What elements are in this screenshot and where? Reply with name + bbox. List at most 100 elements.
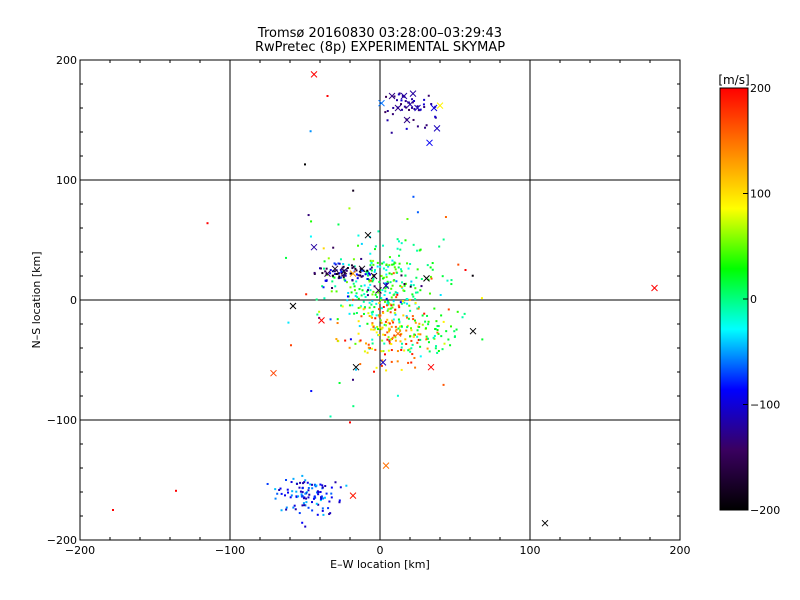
data-point xyxy=(419,338,422,341)
data-point xyxy=(379,288,382,291)
x-axis-label: E–W location [km] xyxy=(330,558,430,571)
colorbar-label: [m/s] xyxy=(718,73,749,87)
data-point xyxy=(412,243,415,246)
data-point xyxy=(416,307,419,310)
data-point xyxy=(301,474,304,477)
data-point xyxy=(385,273,388,276)
data-point xyxy=(299,490,302,493)
data-point xyxy=(317,503,320,506)
data-point xyxy=(481,338,484,341)
data-point xyxy=(412,118,415,121)
cross-marker xyxy=(379,359,387,366)
data-point xyxy=(358,288,361,291)
data-point xyxy=(382,312,385,315)
data-point xyxy=(359,267,362,270)
cross-marker xyxy=(414,104,421,112)
data-point xyxy=(298,486,301,489)
data-point xyxy=(370,261,373,264)
data-point xyxy=(405,315,408,318)
data-point xyxy=(334,263,337,266)
chart-title: Tromsø 20160830 03:28:00–03:29:43 xyxy=(257,26,503,41)
data-point xyxy=(383,300,386,303)
y-tick-label: 100 xyxy=(56,174,77,187)
data-point xyxy=(355,273,358,276)
data-point xyxy=(309,130,312,133)
data-point xyxy=(332,246,335,249)
data-point xyxy=(385,286,388,289)
data-point xyxy=(419,289,422,292)
data-point xyxy=(341,270,344,273)
data-point xyxy=(306,481,309,484)
cross-marker xyxy=(433,125,441,132)
data-point xyxy=(426,347,429,350)
data-point xyxy=(434,347,437,350)
data-point xyxy=(310,220,313,223)
data-point xyxy=(391,306,394,309)
data-point xyxy=(309,483,312,486)
colorbar-tick-label: 200 xyxy=(750,82,771,95)
data-point xyxy=(457,263,460,266)
data-point xyxy=(447,308,450,311)
data-point xyxy=(321,509,324,512)
cross-marker xyxy=(375,287,382,294)
data-point xyxy=(400,286,403,289)
data-point xyxy=(444,216,447,219)
data-point xyxy=(305,491,308,494)
x-tick-label: 100 xyxy=(520,544,541,557)
data-point xyxy=(368,347,371,350)
data-point xyxy=(394,268,397,271)
data-point xyxy=(296,482,299,485)
data-point xyxy=(382,261,385,264)
data-point xyxy=(330,290,333,293)
data-point xyxy=(363,306,366,309)
data-point xyxy=(375,331,378,334)
data-point xyxy=(387,336,390,339)
data-point xyxy=(319,483,322,486)
data-point xyxy=(367,272,370,275)
data-point xyxy=(280,509,283,512)
data-point xyxy=(435,320,438,323)
data-point xyxy=(386,280,389,283)
data-point xyxy=(274,488,277,491)
data-point xyxy=(436,325,439,328)
data-point xyxy=(373,285,376,288)
data-point xyxy=(361,275,364,278)
data-point xyxy=(401,342,404,345)
data-point xyxy=(425,124,428,127)
data-point xyxy=(289,344,292,347)
cross-marker xyxy=(388,92,396,100)
data-point xyxy=(378,315,381,318)
data-point xyxy=(442,383,445,386)
data-point xyxy=(337,340,340,343)
data-point xyxy=(422,103,425,106)
y-tick-label: −200 xyxy=(47,534,77,547)
data-point xyxy=(373,270,376,273)
data-point xyxy=(290,481,293,484)
data-point xyxy=(335,273,338,276)
data-point xyxy=(396,293,399,296)
data-point xyxy=(358,325,361,328)
data-point xyxy=(369,289,372,292)
data-point xyxy=(394,325,397,328)
data-point xyxy=(406,324,409,327)
data-point xyxy=(419,345,422,348)
data-point xyxy=(399,248,402,251)
data-point xyxy=(342,274,345,277)
data-point xyxy=(427,320,430,323)
data-point xyxy=(374,327,377,330)
data-point xyxy=(409,285,412,288)
data-point xyxy=(366,289,369,292)
data-point xyxy=(355,269,358,272)
data-point xyxy=(365,270,368,273)
data-point xyxy=(390,131,393,134)
data-point xyxy=(378,334,381,337)
data-point xyxy=(407,361,410,364)
data-point xyxy=(447,338,450,341)
data-point xyxy=(338,275,341,278)
data-point xyxy=(368,278,371,281)
data-point xyxy=(401,94,404,97)
data-point xyxy=(413,333,416,336)
data-point xyxy=(363,293,366,296)
cross-marker xyxy=(310,71,318,78)
data-point xyxy=(371,300,374,303)
